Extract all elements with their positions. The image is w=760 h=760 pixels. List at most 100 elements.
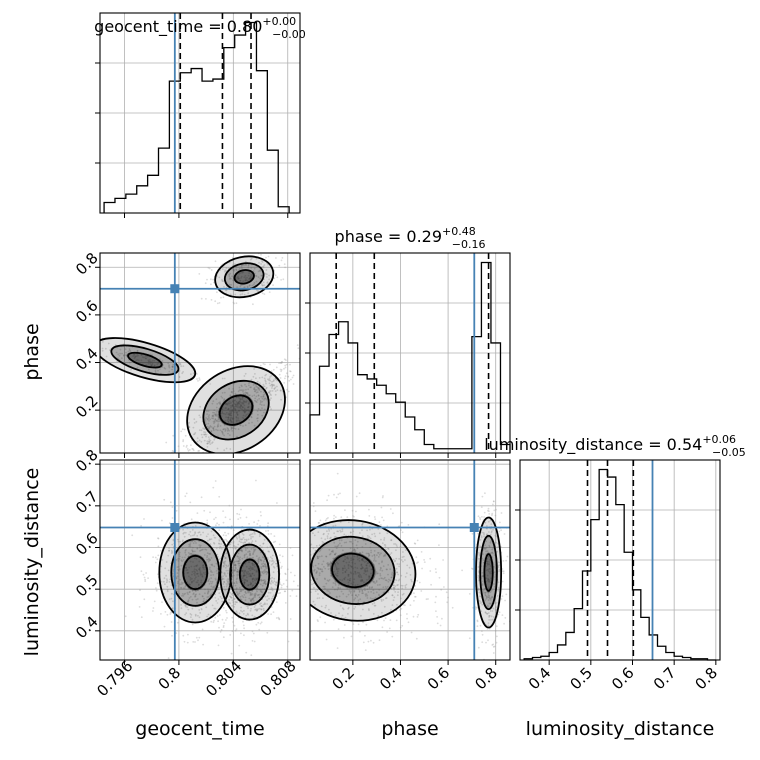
scatter-phase-vs-geocent_time-point-0-284 xyxy=(210,430,213,433)
scatter-luminosity_distance-vs-geocent_time-point-0-25 xyxy=(196,547,199,550)
scatter-luminosity_distance-vs-phase-point-0-329 xyxy=(406,613,408,615)
scatter-luminosity_distance-vs-phase-point-0-676 xyxy=(416,539,419,542)
scatter-luminosity_distance-vs-geocent_time-point-1-738 xyxy=(239,598,242,601)
scatter-luminosity_distance-vs-phase-point-0-798 xyxy=(305,577,307,579)
scatter-phase-vs-geocent_time-point-0-440 xyxy=(263,404,265,406)
scatter-luminosity_distance-vs-phase-point-0-566 xyxy=(351,509,354,512)
scatter-phase-vs-geocent_time-point-1-34 xyxy=(260,263,262,265)
scatter-phase-vs-geocent_time-point-0-207 xyxy=(189,449,191,451)
scatter-phase-vs-geocent_time-point-0-254 xyxy=(221,397,224,399)
scatter-luminosity_distance-vs-phase-point-0-905 xyxy=(359,552,362,555)
scatter-luminosity_distance-vs-phase-point-0-920 xyxy=(361,579,363,581)
scatter-luminosity_distance-vs-geocent_time-point-0-465 xyxy=(195,576,197,579)
scatter-luminosity_distance-vs-geocent_time-ytick-label-0: 0.4 xyxy=(72,612,102,642)
scatter-phase-vs-geocent_time-point-0-178 xyxy=(256,399,259,401)
scatter-phase-vs-geocent_time-point-0-541 xyxy=(250,386,252,389)
scatter-phase-vs-geocent_time-point-1-36 xyxy=(264,272,267,275)
scatter-phase-vs-geocent_time-point-0-422 xyxy=(232,409,234,412)
scatter-luminosity_distance-vs-geocent_time-point-1-498 xyxy=(252,553,254,556)
scatter-luminosity_distance-vs-phase-point-0-195 xyxy=(436,622,439,625)
scatter-phase-vs-geocent_time-point-0-181 xyxy=(192,449,195,452)
scatter-luminosity_distance-vs-geocent_time-point-0-504 xyxy=(212,574,215,576)
scatter-phase-vs-geocent_time-point-0-437 xyxy=(258,377,261,379)
scatter-luminosity_distance-vs-phase-point-0-460 xyxy=(353,590,356,592)
scatter-luminosity_distance-vs-phase-point-0-379 xyxy=(392,586,395,589)
scatter-luminosity_distance-vs-geocent_time-point-1-391 xyxy=(253,531,256,534)
scatter-phase-vs-geocent_time-point-0-160 xyxy=(182,439,185,441)
scatter-luminosity_distance-vs-phase-point-0-17 xyxy=(354,566,357,569)
scatter-luminosity_distance-vs-geocent_time-point-1-750 xyxy=(233,597,236,600)
scatter-luminosity_distance-vs-geocent_time-frame xyxy=(99,459,301,661)
scatter-luminosity_distance-vs-geocent_time-point-1-601 xyxy=(290,571,292,574)
scatter-phase-vs-geocent_time-point-1-232 xyxy=(249,258,252,261)
scatter-luminosity_distance-vs-phase-point-0-701 xyxy=(316,557,319,560)
scatter-phase-vs-geocent_time-point-0-335 xyxy=(208,427,211,430)
scatter-phase-vs-geocent_time-point-0-608 xyxy=(234,405,237,408)
scatter-luminosity_distance-vs-geocent_time-point-1-407 xyxy=(255,578,258,581)
scatter-luminosity_distance-vs-geocent_time-point-1-55 xyxy=(264,603,266,606)
scatter-luminosity_distance-vs-geocent_time-point-1-215 xyxy=(276,565,278,567)
scatter-luminosity_distance-vs-geocent_time-point-0-348 xyxy=(221,578,223,581)
scatter-luminosity_distance-vs-phase-point-0-440 xyxy=(366,569,369,571)
scatter-phase-vs-geocent_time-point-0-7 xyxy=(198,429,201,431)
scatter-luminosity_distance-vs-phase-point-0-700 xyxy=(337,530,340,533)
scatter-phase-vs-geocent_time-point-2-58 xyxy=(95,335,97,337)
scatter-luminosity_distance-vs-geocent_time-point-1-623 xyxy=(255,569,258,572)
scatter-phase-vs-geocent_time-point-2-157 xyxy=(157,369,159,372)
scatter-phase-vs-geocent_time-point-2-120 xyxy=(140,359,143,362)
scatter-phase-vs-geocent_time-point-0-530 xyxy=(238,406,240,409)
scatter-phase-vs-geocent_time-point-0-166 xyxy=(268,391,271,394)
scatter-luminosity_distance-vs-geocent_time-point-0-176 xyxy=(207,559,210,561)
scatter-phase-vs-geocent_time-point-0-109 xyxy=(217,415,220,418)
scatter-luminosity_distance-vs-phase-point-0-241 xyxy=(367,561,370,564)
scatter-phase-vs-geocent_time-point-0-379 xyxy=(263,411,265,414)
scatter-phase-vs-geocent_time-point-1-87 xyxy=(259,277,262,280)
scatter-luminosity_distance-vs-phase-point-0-435 xyxy=(320,605,323,608)
scatter-luminosity_distance-vs-phase-point-0-703 xyxy=(349,592,352,594)
scatter-luminosity_distance-vs-geocent_time-point-0-254 xyxy=(198,544,201,546)
scatter-luminosity_distance-vs-geocent_time-point-0-67 xyxy=(186,572,189,574)
scatter-phase-vs-geocent_time-point-0-657 xyxy=(217,423,220,425)
scatter-luminosity_distance-vs-geocent_time-point-1-729 xyxy=(243,609,245,612)
scatter-luminosity_distance-vs-geocent_time-point-1-245 xyxy=(233,605,236,608)
scatter-luminosity_distance-vs-phase-point-0-391 xyxy=(329,552,332,555)
scatter-luminosity_distance-vs-geocent_time-point-0-379 xyxy=(189,542,192,545)
scatter-phase-vs-geocent_time-point-2-56 xyxy=(156,363,159,366)
scatter-phase-vs-geocent_time-point-1-44 xyxy=(232,279,235,282)
scatter-luminosity_distance-vs-geocent_time-density-1-2 xyxy=(238,558,261,592)
scatter-luminosity_distance-vs-phase-point-0-39 xyxy=(399,614,402,617)
scatter-luminosity_distance-vs-phase-point-0-34 xyxy=(329,592,331,594)
scatter-phase-vs-geocent_time-point-0-331 xyxy=(222,428,225,430)
scatter-luminosity_distance-vs-phase-point-0-626 xyxy=(383,576,386,579)
scatter-luminosity_distance-vs-geocent_time-point-0-88 xyxy=(194,531,197,533)
scatter-phase-vs-geocent_time-point-2-160 xyxy=(115,351,118,354)
scatter-luminosity_distance-vs-geocent_time-point-1-376 xyxy=(222,575,225,577)
scatter-luminosity_distance-vs-geocent_time-point-1-71 xyxy=(219,614,221,616)
scatter-phase-vs-geocent_time-point-2-135 xyxy=(196,378,198,380)
scatter-luminosity_distance-vs-geocent_time-point-1-183 xyxy=(234,601,237,603)
scatter-phase-vs-geocent_time-point-1-237 xyxy=(261,284,264,287)
scatter-luminosity_distance-vs-geocent_time-point-1-616 xyxy=(251,540,254,542)
scatter-luminosity_distance-vs-geocent_time-point-1-381 xyxy=(266,567,269,570)
scatter-luminosity_distance-vs-phase-point-0-503 xyxy=(415,637,418,640)
scatter-luminosity_distance-vs-phase-point-0-392 xyxy=(362,539,365,542)
scatter-phase-vs-geocent_time-point-1-238 xyxy=(236,276,239,279)
scatter-luminosity_distance-vs-phase-point-0-838 xyxy=(368,586,371,589)
scatter-phase-vs-geocent_time-point-0-323 xyxy=(255,385,258,388)
scatter-luminosity_distance-vs-phase-point-0-572 xyxy=(329,574,332,577)
scatter-phase-vs-geocent_time-point-1-52 xyxy=(260,283,263,285)
scatter-luminosity_distance-vs-geocent_time-point-0-151 xyxy=(205,535,208,538)
scatter-luminosity_distance-vs-geocent_time-point-1-257 xyxy=(226,540,229,543)
scatter-phase-vs-geocent_time-point-1-122 xyxy=(210,278,212,281)
scatter-phase-vs-geocent_time-point-0-74 xyxy=(259,409,262,412)
scatter-phase-vs-geocent_time-point-0-168 xyxy=(229,419,232,422)
scatter-phase-vs-geocent_time-point-1-123 xyxy=(262,281,265,284)
scatter-phase-vs-geocent_time-point-0-263 xyxy=(188,421,191,424)
scatter-phase-vs-geocent_time-point-0-602 xyxy=(254,399,256,402)
scatter-phase-vs-geocent_time-point-2-88 xyxy=(133,354,136,356)
scatter-phase-vs-geocent_time-point-0-614 xyxy=(288,379,291,382)
scatter-luminosity_distance-vs-phase-point-0-5 xyxy=(404,604,406,607)
scatter-phase-vs-geocent_time-point-0-145 xyxy=(227,427,230,430)
scatter-phase-vs-geocent_time-point-0-71 xyxy=(269,399,272,401)
scatter-luminosity_distance-vs-phase-point-0-900 xyxy=(356,547,359,550)
